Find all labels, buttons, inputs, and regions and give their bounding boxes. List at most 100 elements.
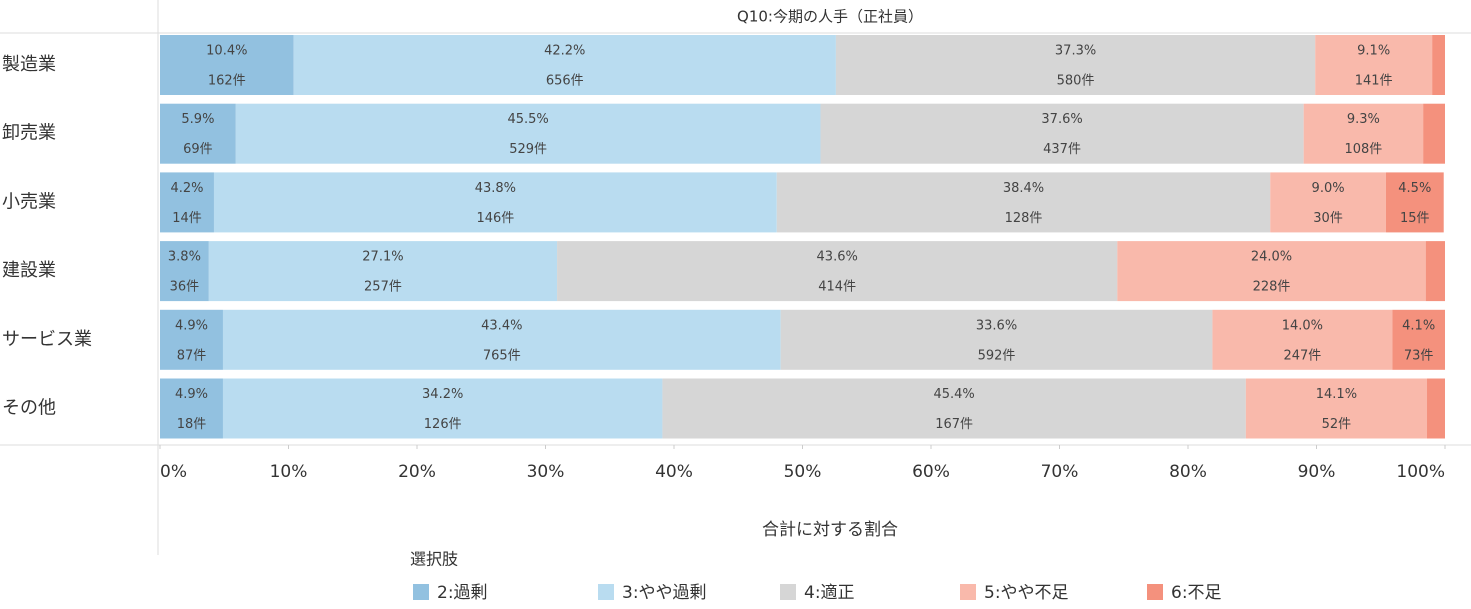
count-label: 529件 bbox=[509, 142, 547, 157]
count-label: 126件 bbox=[424, 417, 462, 432]
value-label: 45.5% bbox=[507, 112, 548, 127]
count-label: 30件 bbox=[1313, 211, 1343, 226]
row-label: 建設業 bbox=[2, 260, 56, 281]
x-tick-label: 80% bbox=[1169, 462, 1207, 482]
count-label: 36件 bbox=[170, 280, 200, 295]
bar-segment bbox=[835, 35, 1316, 95]
value-label: 4.9% bbox=[175, 318, 208, 333]
bar-segment bbox=[222, 309, 781, 370]
bar-segment bbox=[235, 103, 821, 164]
count-label: 228件 bbox=[1253, 280, 1291, 295]
bar-segment bbox=[222, 378, 663, 439]
bar-segment bbox=[557, 241, 1118, 302]
bar-segment bbox=[160, 241, 209, 302]
x-tick-label: 40% bbox=[655, 462, 693, 482]
row-label: 製造業 bbox=[2, 54, 56, 75]
count-label: 167件 bbox=[935, 417, 973, 432]
x-tick-label: 30% bbox=[527, 462, 565, 482]
legend-swatch bbox=[413, 584, 429, 600]
bar-segment bbox=[776, 172, 1271, 233]
count-label: 73件 bbox=[1404, 348, 1434, 363]
count-label: 52件 bbox=[1322, 417, 1352, 432]
value-label: 3.8% bbox=[168, 250, 201, 265]
legend-label: 6:不足 bbox=[1171, 583, 1222, 603]
legend-label: 5:やや不足 bbox=[984, 583, 1069, 603]
value-label: 43.8% bbox=[475, 181, 516, 196]
value-label: 9.0% bbox=[1312, 181, 1345, 196]
count-label: 87件 bbox=[177, 348, 207, 363]
bar-segment bbox=[1425, 241, 1445, 302]
count-label: 15件 bbox=[1400, 211, 1430, 226]
value-label: 4.1% bbox=[1402, 318, 1435, 333]
x-tick-label: 20% bbox=[398, 462, 436, 482]
bar-segment bbox=[1303, 103, 1424, 164]
bar-segment bbox=[213, 172, 777, 233]
count-label: 592件 bbox=[978, 348, 1016, 363]
value-label: 34.2% bbox=[422, 387, 463, 402]
legend-swatch bbox=[960, 584, 976, 600]
legend-swatch bbox=[1147, 584, 1163, 600]
count-label: 656件 bbox=[546, 74, 584, 89]
bar-segment bbox=[160, 103, 236, 164]
value-label: 42.2% bbox=[544, 44, 585, 59]
count-label: 414件 bbox=[818, 280, 856, 295]
bar-segment bbox=[208, 241, 558, 302]
value-label: 4.2% bbox=[170, 181, 203, 196]
bar-segment bbox=[820, 103, 1304, 164]
row-label: その他 bbox=[2, 398, 56, 419]
row-label: 卸売業 bbox=[2, 123, 56, 144]
legend-label: 2:過剰 bbox=[437, 583, 488, 603]
x-tick-label: 70% bbox=[1041, 462, 1079, 482]
x-tick-label: 10% bbox=[270, 462, 308, 482]
bar-segment bbox=[1315, 35, 1433, 95]
value-label: 9.1% bbox=[1357, 44, 1390, 59]
x-tick-label: 50% bbox=[784, 462, 822, 482]
count-label: 162件 bbox=[208, 74, 246, 89]
count-label: 437件 bbox=[1043, 142, 1081, 157]
value-label: 24.0% bbox=[1251, 250, 1292, 265]
legend-label: 3:やや過剰 bbox=[622, 583, 707, 603]
count-label: 146件 bbox=[476, 211, 514, 226]
value-label: 14.1% bbox=[1316, 387, 1357, 402]
count-label: 765件 bbox=[483, 348, 521, 363]
bar-segment bbox=[1423, 103, 1445, 164]
count-label: 69件 bbox=[183, 142, 213, 157]
bar-segment bbox=[780, 309, 1213, 370]
legend-swatch bbox=[598, 584, 614, 600]
bar-segment bbox=[160, 309, 223, 370]
legend-label: 4:適正 bbox=[804, 583, 855, 603]
bar-segment bbox=[1245, 378, 1428, 439]
count-label: 580件 bbox=[1057, 74, 1095, 89]
bar-segment bbox=[160, 35, 294, 95]
count-label: 257件 bbox=[364, 280, 402, 295]
value-label: 45.4% bbox=[933, 387, 974, 402]
value-label: 38.4% bbox=[1003, 181, 1044, 196]
row-label: 小売業 bbox=[2, 191, 56, 212]
bar-segment bbox=[1432, 35, 1445, 95]
bar-segment bbox=[662, 378, 1246, 439]
bar-segment bbox=[293, 35, 836, 95]
x-tick-label: 60% bbox=[912, 462, 950, 482]
legend-title: 選択肢 bbox=[410, 550, 458, 569]
value-label: 37.6% bbox=[1041, 112, 1082, 127]
value-label: 9.3% bbox=[1347, 112, 1380, 127]
bar-segment bbox=[1212, 309, 1393, 370]
value-label: 33.6% bbox=[976, 318, 1017, 333]
value-label: 4.9% bbox=[175, 387, 208, 402]
bar-segment bbox=[1270, 172, 1386, 233]
count-label: 141件 bbox=[1355, 74, 1393, 89]
count-label: 108件 bbox=[1344, 142, 1382, 157]
bar-segment bbox=[1117, 241, 1426, 302]
bar-segment bbox=[160, 378, 223, 439]
bar-segment bbox=[1427, 378, 1445, 439]
count-label: 14件 bbox=[172, 211, 202, 226]
x-tick-label: 90% bbox=[1298, 462, 1336, 482]
chart-title: Q10:今期の人手（正社員） bbox=[737, 8, 923, 26]
value-label: 14.0% bbox=[1282, 318, 1323, 333]
value-label: 43.6% bbox=[817, 250, 858, 265]
legend-swatch bbox=[780, 584, 796, 600]
value-label: 43.4% bbox=[481, 318, 522, 333]
value-label: 37.3% bbox=[1055, 44, 1096, 59]
x-tick-label: 100% bbox=[1396, 462, 1445, 482]
